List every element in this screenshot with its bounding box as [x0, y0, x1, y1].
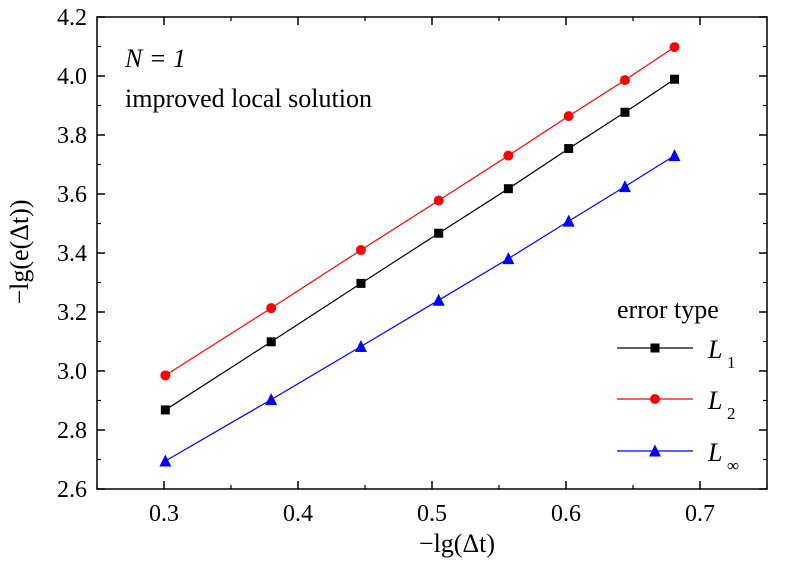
- series-1: [160, 74, 680, 415]
- data-point: [564, 144, 574, 154]
- legend-entry: L ∞: [617, 438, 739, 475]
- data-point: [433, 195, 444, 206]
- annotation-solution: improved local solution: [125, 84, 372, 113]
- x-tick-label: 0.5: [417, 501, 447, 527]
- x-tick-label: 0.6: [551, 501, 581, 527]
- y-tick-label: 4.0: [57, 64, 87, 90]
- legend-label: L: [707, 335, 722, 364]
- legend-label-subscript: ∞: [727, 456, 739, 475]
- y-tick-label: 3.0: [57, 359, 87, 385]
- x-axis-title: −lg(Δt): [419, 529, 495, 558]
- data-point: [619, 75, 630, 86]
- data-point: [355, 245, 366, 256]
- y-tick-label: 3.6: [57, 182, 87, 208]
- legend-marker: [650, 394, 660, 404]
- data-point: [669, 42, 680, 53]
- legend-label: L: [707, 438, 722, 467]
- data-point: [356, 278, 366, 288]
- y-tick-label: 4.2: [57, 5, 87, 31]
- data-point: [563, 111, 574, 122]
- data-point: [266, 303, 277, 314]
- data-point: [503, 184, 513, 194]
- y-tick-label: 3.4: [57, 241, 87, 267]
- data-point: [562, 214, 575, 227]
- data-point: [432, 293, 445, 306]
- series-3: [159, 149, 681, 467]
- data-point: [502, 252, 515, 265]
- data-point: [160, 370, 171, 381]
- y-tick-label: 3.8: [57, 123, 87, 149]
- series-line: [165, 46, 675, 376]
- legend-marker: [650, 343, 660, 353]
- data-point: [354, 340, 367, 353]
- y-tick-label: 2.6: [57, 477, 87, 503]
- data-point: [160, 405, 170, 415]
- y-tick-label: 2.8: [57, 418, 87, 444]
- data-point: [670, 74, 680, 84]
- data-point: [434, 228, 444, 238]
- x-tick-label: 0.4: [283, 501, 313, 527]
- data-point: [265, 393, 278, 406]
- legend-label-subscript: 1: [727, 353, 736, 372]
- data-point: [266, 337, 276, 347]
- data-point: [618, 180, 631, 193]
- series-line: [165, 155, 675, 462]
- legend-label-subscript: 2: [727, 404, 736, 423]
- legend-marker: [649, 444, 661, 457]
- x-tick-label: 0.7: [685, 501, 715, 527]
- data-point: [159, 454, 172, 467]
- data-point: [620, 107, 630, 117]
- legend-title: error type: [617, 295, 719, 324]
- data-point: [503, 150, 514, 161]
- legend: error type L 1L 2L ∞: [617, 295, 739, 475]
- y-tick-label: 3.2: [57, 300, 87, 326]
- annotation-n: N = 1: [124, 44, 186, 73]
- y-axis-title: −lg(e(Δt)): [5, 199, 34, 304]
- x-tick-label: 0.3: [149, 501, 179, 527]
- series-line: [165, 78, 675, 411]
- legend-label: L: [707, 386, 722, 415]
- data-point: [668, 149, 681, 162]
- series-2: [160, 42, 680, 381]
